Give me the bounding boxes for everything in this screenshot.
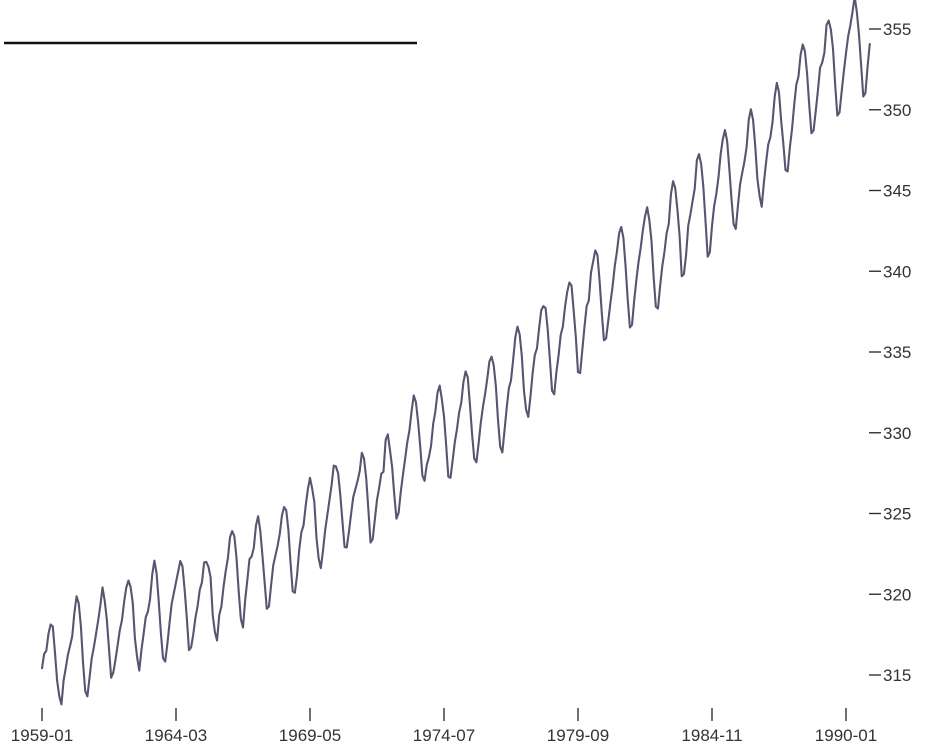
x-axis: 1959-01 1964-03 1969-05 1974-07 1979-09 1984-… — [11, 708, 877, 745]
x-tick-label: 1974-07 — [413, 726, 475, 745]
y-tick-label: 330 — [883, 424, 911, 443]
y-tick-label: 325 — [883, 505, 911, 524]
y-tick-label: 345 — [883, 182, 911, 201]
y-tick-label: 335 — [883, 343, 911, 362]
x-tick-label: 1990-01 — [815, 726, 877, 745]
x-tick-label: 1964-03 — [145, 726, 207, 745]
y-axis: 315 320 325 330 335 340 345 350 355 — [869, 20, 911, 685]
x-tick-label: 1969-05 — [279, 726, 341, 745]
x-tick-label: 1959-01 — [11, 726, 73, 745]
x-tick-label: 1979-09 — [547, 726, 609, 745]
y-tick-label: 340 — [883, 262, 911, 281]
x-tick-label: 1984-11 — [681, 726, 742, 745]
co2-series-line — [40, 0, 871, 706]
y-tick-label: 355 — [883, 20, 911, 39]
series-group — [40, 0, 871, 706]
y-tick-label: 320 — [883, 585, 911, 604]
y-tick-label: 315 — [883, 666, 911, 685]
y-tick-label: 350 — [883, 101, 911, 120]
